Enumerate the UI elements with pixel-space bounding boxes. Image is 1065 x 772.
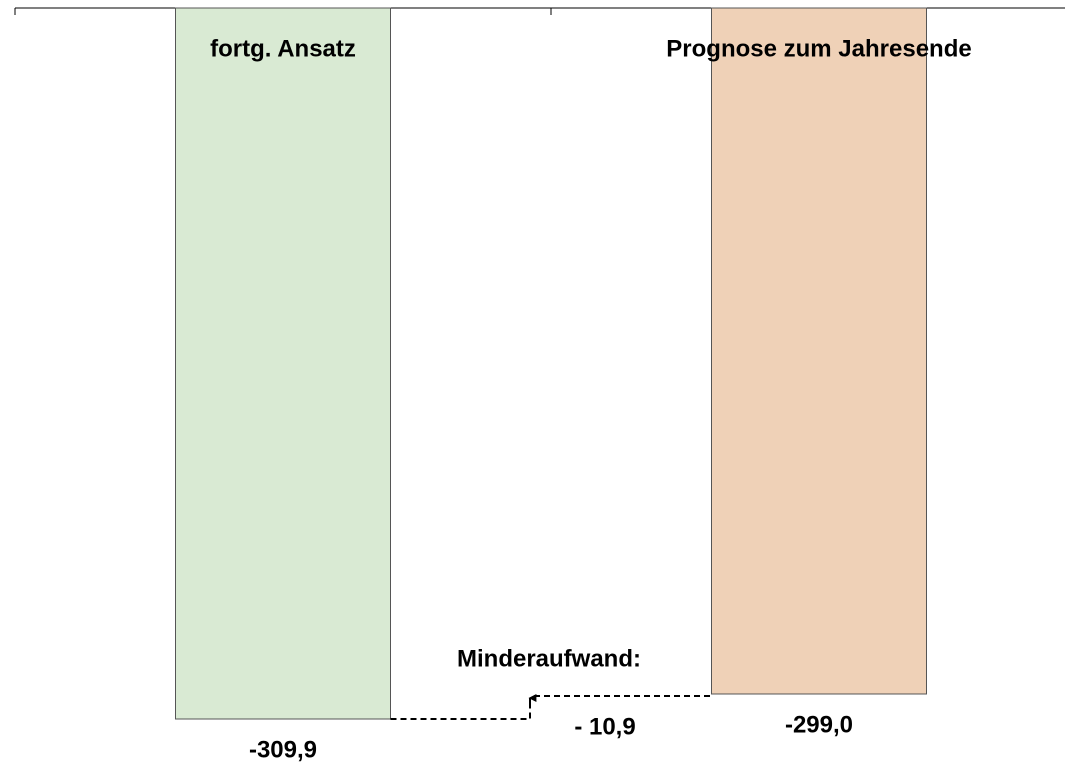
bar: [175, 7, 391, 720]
value-label: -299,0: [785, 711, 853, 738]
annotation: - 10,9: [574, 713, 635, 740]
category-label: Prognose zum Jahresende: [666, 35, 971, 62]
connector: [390, 707, 531, 721]
category-label: fortg. Ansatz: [210, 35, 356, 62]
annotation: Minderaufwand:: [457, 645, 641, 672]
value-label: -309,9: [249, 736, 317, 763]
bar: [711, 7, 927, 695]
